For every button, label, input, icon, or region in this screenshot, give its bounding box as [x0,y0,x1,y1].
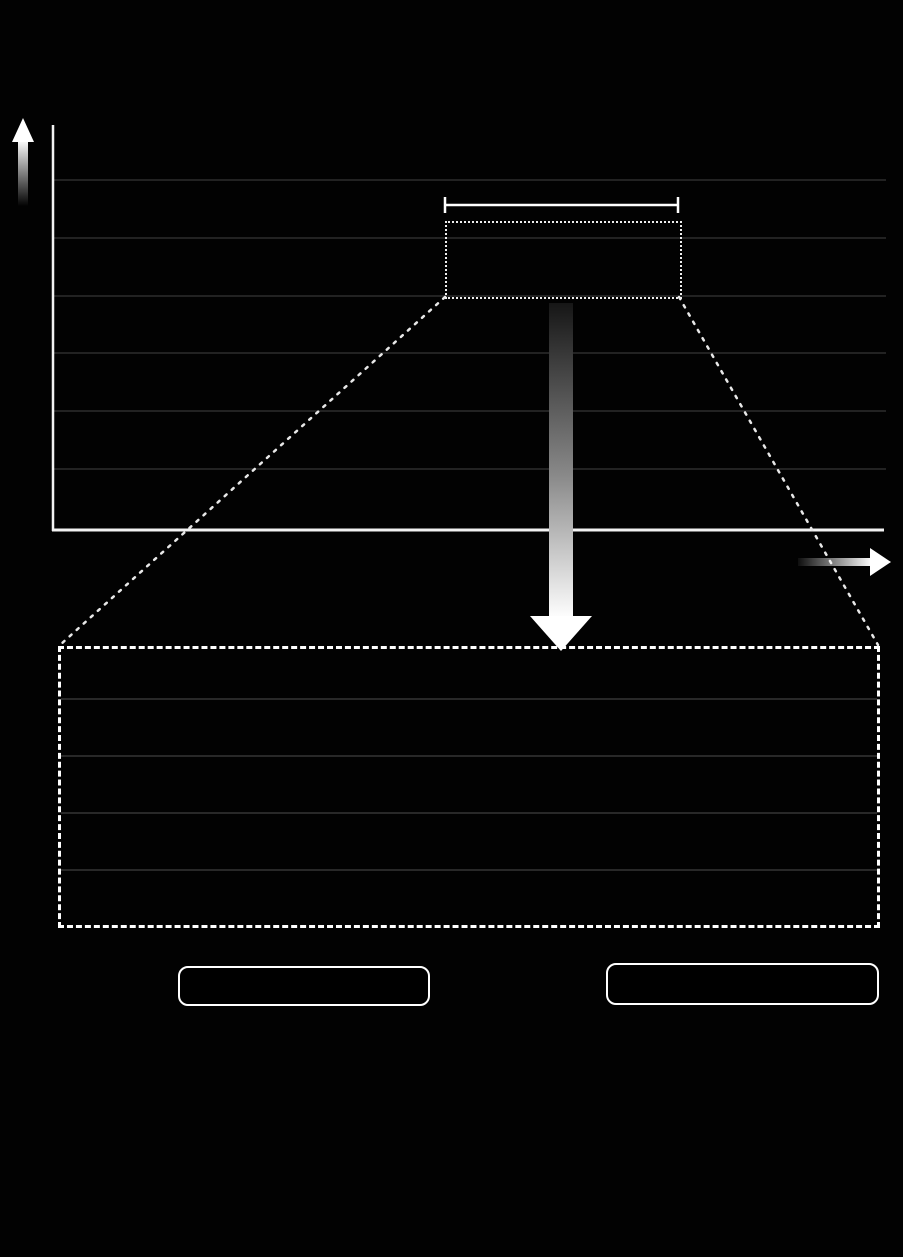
detail-gridlines [61,698,877,871]
legend-swatch-without-loop [479,984,584,989]
x-axis-arrow-icon [798,548,891,576]
zoom-connector-lines [58,295,880,647]
zoom-arrow-icon [530,303,592,651]
legend-swatch-with-loop [55,984,160,989]
zoom-source-box [445,221,682,299]
annotation-bracket [443,197,680,213]
overview-chart [51,125,886,532]
legend-label-with-loop [178,966,430,1006]
y-axis-arrow-icon [12,118,34,206]
detail-chart-plot [61,698,877,871]
detail-chart [58,646,880,928]
legend-label-without-loop [606,963,879,1005]
